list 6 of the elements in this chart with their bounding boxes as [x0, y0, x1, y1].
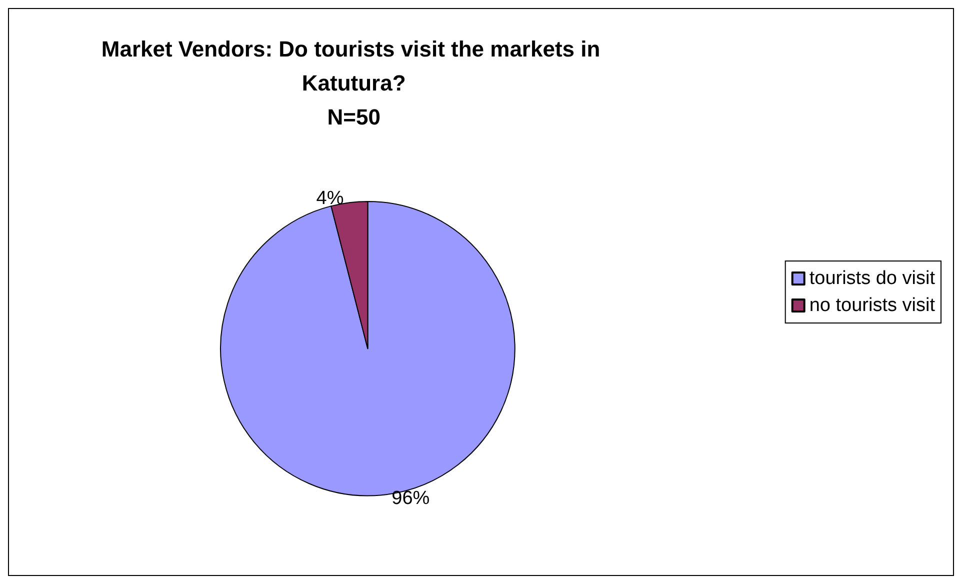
data-label: 4%	[316, 188, 344, 210]
chart-title: Market Vendors: Do tourists visit the markets in Katutura?	[101, 36, 606, 96]
legend-label: no tourists visit	[809, 295, 936, 316]
legend-label: tourists do visit	[809, 268, 936, 289]
data-label: 96%	[392, 488, 430, 510]
chart-subtitle: N=50	[327, 104, 380, 130]
